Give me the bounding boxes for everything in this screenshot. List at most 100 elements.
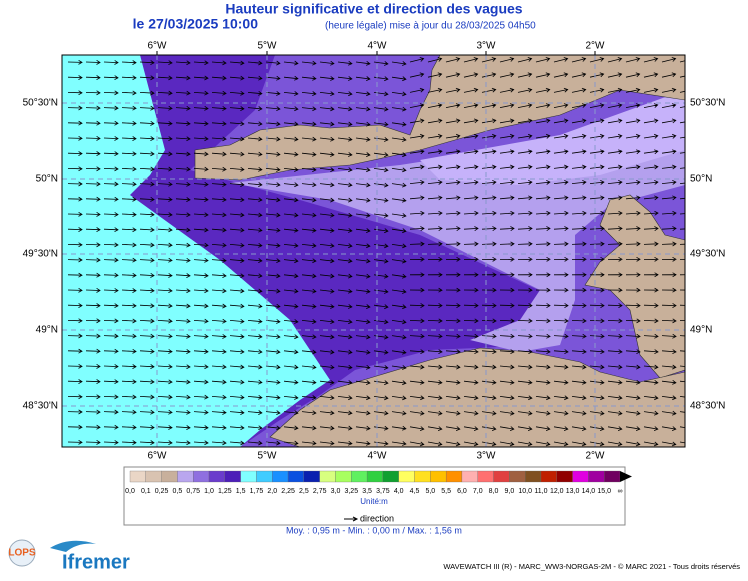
colorbar-label: 15,0 (597, 488, 611, 495)
colorbar-swatch (161, 470, 178, 483)
lon-label-bottom: 3°W (477, 451, 497, 462)
colorbar-swatch (493, 470, 510, 483)
colorbar-label: 8,0 (489, 488, 499, 495)
colorbar-swatch (177, 470, 194, 483)
colorbar-swatch (335, 470, 352, 483)
colorbar-label: 1,0 (204, 488, 214, 495)
lops-text: LOPS (8, 548, 36, 559)
colorbar-label: 0,75 (186, 488, 200, 495)
lat-label-right: 49°N (690, 325, 712, 336)
direction-arrow (344, 516, 359, 522)
colorbar-swatch (461, 470, 478, 483)
colorbar-label: 5,5 (441, 488, 451, 495)
colorbar-swatch (430, 470, 447, 483)
lat-label-right: 50°N (690, 174, 712, 185)
colorbar-swatch (256, 470, 273, 483)
lops-logo (8, 539, 36, 567)
colorbar-swatch (319, 470, 336, 483)
colorbar-label: 13,0 (566, 488, 580, 495)
colorbar-label: 2,75 (313, 488, 327, 495)
colorbar-swatch (382, 470, 399, 483)
lon-label-top: 5°W (258, 41, 278, 52)
colorbar-label: 1,25 (218, 488, 232, 495)
colorbar-arrow (620, 471, 632, 482)
colorbar-label: 0,25 (155, 488, 169, 495)
colorbar-label: 0,1 (141, 488, 151, 495)
colorbar-label: 2,5 (299, 488, 309, 495)
colorbar-label: 3,0 (331, 488, 341, 495)
colorbar-swatch (588, 470, 605, 483)
colorbar-swatch (145, 470, 162, 483)
credits: WAVEWATCH III (R) - MARC_WW3-NORGAS-2M -… (443, 562, 740, 571)
colorbar-label: 11,0 (534, 488, 547, 495)
sea-lighter (420, 90, 685, 185)
colorbar: 0,0 0,1 0,25 0,5 0,75 1,0 1,25 1,5 1,75 2,0 2,25 2,… (125, 470, 632, 495)
colorbar-swatch (240, 470, 257, 483)
ifremer-mark (50, 540, 96, 552)
lat-label-right: 50°30'N (690, 98, 725, 109)
colorbar-swatch (540, 470, 557, 483)
colorbar-swatch (129, 470, 146, 483)
colorbar-swatch (556, 470, 573, 483)
lon-label-top: 3°W (477, 41, 497, 52)
lon-label-bottom: 5°W (258, 451, 278, 462)
lat-label-right: 48°30'N (690, 401, 725, 412)
lat-label-left: 48°30'N (23, 401, 58, 412)
lat-label-left: 50°N (36, 174, 58, 185)
colorbar-label: 14,0 (582, 488, 596, 495)
lon-label-bottom: 4°W (368, 451, 388, 462)
colorbar-label: 0,5 (173, 488, 183, 495)
colorbar-swatch (604, 470, 621, 483)
graticule (62, 55, 685, 447)
colorbar-label: 5,0 (425, 488, 435, 495)
update: (heure légale) mise à jour du 28/03/2025… (325, 21, 536, 32)
colorbar-label: 2,25 (281, 488, 295, 495)
colorbar-label: 4,5 (410, 488, 420, 495)
colorbar-label: 1,75 (250, 488, 264, 495)
lon-label-top: 2°W (586, 41, 606, 52)
colorbar-label: 10,0 (518, 488, 532, 495)
land-england (194, 55, 685, 181)
colorbar-swatch (398, 470, 415, 483)
colorbar-swatch (224, 470, 241, 483)
map-frame (61, 54, 686, 448)
direction-label: direction (360, 513, 394, 523)
title: Hauteur significative et direction des v… (225, 1, 522, 17)
lat-label-left: 49°N (36, 325, 58, 336)
colorbar-label: 6,0 (457, 488, 467, 495)
colorbar-swatch (477, 470, 494, 483)
colorbar-swatch (303, 470, 320, 483)
lat-label-left: 50°30'N (23, 98, 58, 109)
lon-label-top: 4°W (368, 41, 388, 52)
colorbar-label: 12,0 (550, 488, 564, 495)
colorbar-label: 3,5 (362, 488, 372, 495)
colorbar-swatch (509, 470, 526, 483)
lon-label-top: 6°W (148, 41, 168, 52)
colorbar-swatch (572, 470, 589, 483)
map (62, 55, 685, 447)
lon-label-bottom: 2°W (586, 451, 606, 462)
date: le 27/03/2025 10:00 (133, 16, 259, 32)
colorbar-label: 0,0 (125, 488, 135, 495)
colorbar-swatch (287, 470, 305, 483)
colorbar-label: 3,25 (344, 488, 358, 495)
colorbar-label: 4,0 (394, 488, 404, 495)
colorbar-label: ∞ (618, 488, 623, 495)
colorbar-label: 9,0 (504, 488, 514, 495)
lat-label-left: 49°30'N (23, 249, 58, 260)
colorbar-label: 7,0 (473, 488, 483, 495)
land-cotentin (584, 194, 685, 379)
unit: Unité:m (360, 497, 388, 506)
colorbar-label: 1,5 (236, 488, 246, 495)
colorbar-swatch (208, 470, 225, 483)
colorbar-label: 3,75 (376, 488, 390, 495)
map-labels: 6°W 6°W 5°W 5°W 4°W 4°W 3°W 3°W 2°W 2°W 50°30'N 50°… (23, 41, 726, 462)
stats: Moy. : 0,95 m - Min. : 0,00 m / Max. : 1… (286, 525, 462, 535)
colorbar-swatch (414, 470, 431, 483)
colorbar-swatch (445, 470, 463, 483)
colorbar-swatch (193, 470, 210, 483)
lat-label-right: 49°30'N (690, 249, 725, 260)
ifremer-text: Ifremer (62, 551, 130, 573)
colorbar-swatch (366, 470, 384, 483)
